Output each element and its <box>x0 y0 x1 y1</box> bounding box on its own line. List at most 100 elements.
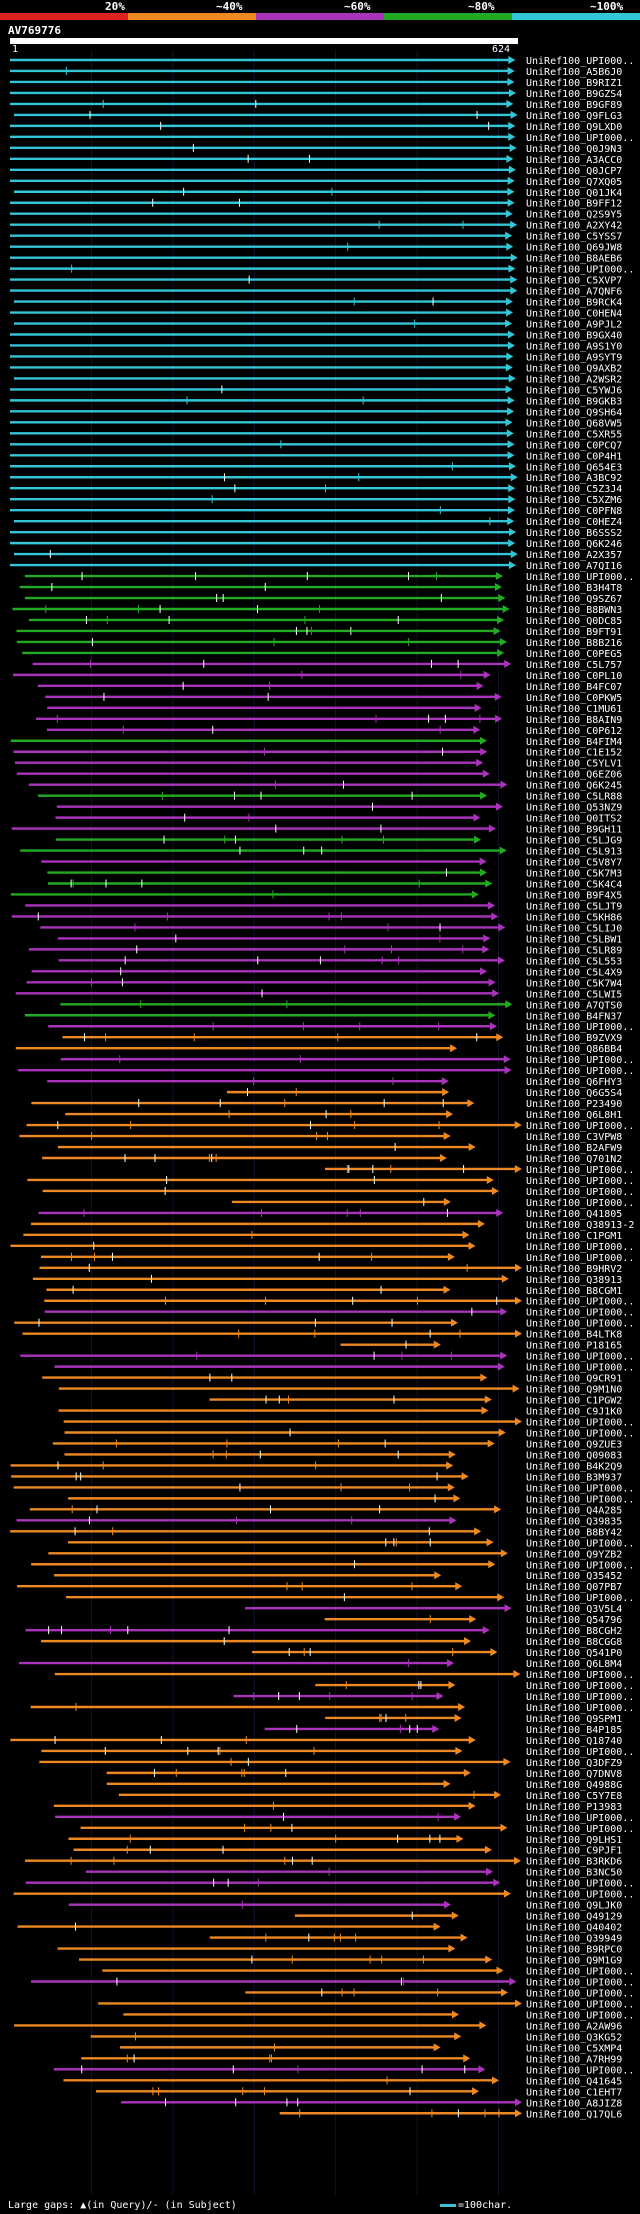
hit-label[interactable]: UniRef100_UPI000.. <box>526 1670 634 1681</box>
hit-label[interactable]: UniRef100_B4P185 <box>526 1725 622 1736</box>
hit-label[interactable]: UniRef100_UPI000.. <box>526 1593 634 1604</box>
hit-label[interactable]: UniRef100_C5LIJ0 <box>526 923 622 934</box>
hit-row[interactable]: UniRef100_C1EHT7 <box>95 2087 622 2098</box>
hit-label[interactable]: UniRef100_B8AEB6 <box>526 254 622 265</box>
hit-row[interactable]: UniRef100_UPI000.. <box>54 1362 635 1374</box>
hit-row[interactable]: UniRef100_Q0JCP7 <box>10 165 622 177</box>
hit-row[interactable]: UniRef100_A2X357 <box>14 550 622 561</box>
hit-label[interactable]: UniRef100_C0HEZ4 <box>526 517 622 528</box>
hit-label[interactable]: UniRef100_UPI000.. <box>526 1692 634 1703</box>
hit-label[interactable]: UniRef100_C5L4X9 <box>526 967 622 978</box>
hit-label[interactable]: UniRef100_B9GZS4 <box>526 89 622 100</box>
hit-row[interactable]: UniRef100_A8JIZ8 <box>121 2098 622 2109</box>
hit-row[interactable]: UniRef100_UPI000.. <box>10 132 634 144</box>
hit-row[interactable]: UniRef100_UPI000.. <box>44 1307 635 1319</box>
hit-row[interactable]: UniRef100_B9HRV2 <box>39 1263 623 1275</box>
hit-row[interactable]: UniRef100_UPI000.. <box>41 1252 634 1264</box>
hit-row[interactable]: UniRef100_UPI000.. <box>31 1560 634 1571</box>
hit-label[interactable]: UniRef100_UPI000.. <box>526 1747 634 1758</box>
hit-label[interactable]: UniRef100_A9PJL2 <box>526 320 622 331</box>
hit-label[interactable]: UniRef100_Q9AXB2 <box>526 363 622 374</box>
hit-label[interactable]: UniRef100_UPI000.. <box>526 2065 634 2076</box>
hit-row[interactable]: UniRef100_B8BWN3 <box>12 605 623 616</box>
hit-row[interactable]: UniRef100_C5LWI5 <box>15 989 623 1000</box>
hit-row[interactable]: UniRef100_Q541P0 <box>252 1648 622 1659</box>
hit-row[interactable]: UniRef100_UPI000.. <box>54 1670 635 1681</box>
hit-label[interactable]: UniRef100_B2AFW9 <box>526 1143 622 1154</box>
hit-row[interactable]: UniRef100_A3BC92 <box>10 473 622 484</box>
hit-label[interactable]: UniRef100_Q0J9N3 <box>526 144 622 155</box>
hit-label[interactable]: UniRef100_Q3DFZ9 <box>526 1758 622 1769</box>
hit-label[interactable]: UniRef100_Q01JK4 <box>526 188 622 199</box>
hit-row[interactable]: UniRef100_UPI000.. <box>24 572 635 583</box>
hit-label[interactable]: UniRef100_A9SYT9 <box>526 352 622 363</box>
hit-row[interactable]: UniRef100_C5L553 <box>58 956 623 967</box>
hit-row[interactable]: UniRef100_B3H4T8 <box>19 583 623 594</box>
hit-row[interactable]: UniRef100_A9SYT9 <box>10 352 622 363</box>
hit-label[interactable]: UniRef100_UPI000.. <box>526 1121 634 1132</box>
hit-label[interactable]: UniRef100_C0HEN4 <box>526 309 622 320</box>
hit-label[interactable]: UniRef100_A7QI16 <box>526 561 622 572</box>
hit-row[interactable]: UniRef100_Q49129 <box>294 1911 622 1923</box>
hit-row[interactable]: UniRef100_UPI000.. <box>30 1703 635 1714</box>
hit-label[interactable]: UniRef100_UPI000.. <box>526 572 634 583</box>
hit-label[interactable]: UniRef100_Q9LJK0 <box>526 1901 622 1912</box>
hit-row[interactable]: UniRef100_C5YWJ6 <box>10 385 622 396</box>
hit-row[interactable]: UniRef100_C5YSS7 <box>10 231 622 243</box>
hit-row[interactable]: UniRef100_C1PGW2 <box>209 1395 622 1407</box>
hit-label[interactable]: UniRef100_B3M937 <box>526 1472 622 1483</box>
hit-row[interactable]: UniRef100_P13983 <box>53 1801 622 1813</box>
hit-label[interactable]: UniRef100_Q38913-2 <box>526 1220 634 1231</box>
hit-label[interactable]: UniRef100_Q4988G <box>526 1780 622 1791</box>
hit-label[interactable]: UniRef100_Q68VW5 <box>526 418 622 429</box>
hit-label[interactable]: UniRef100_C1PGW2 <box>526 1396 622 1407</box>
hit-row[interactable]: UniRef100_B4FIM4 <box>10 736 623 748</box>
hit-label[interactable]: UniRef100_B3NC50 <box>526 1868 622 1879</box>
hit-row[interactable]: UniRef100_C1MU61 <box>47 703 622 715</box>
hit-label[interactable]: UniRef100_B8B216 <box>526 638 622 649</box>
hit-row[interactable]: UniRef100_B9GKB3 <box>10 396 622 407</box>
hit-row[interactable]: UniRef100_Q4988G <box>106 1779 623 1791</box>
hit-label[interactable]: UniRef100_C5V8Y7 <box>526 858 622 869</box>
hit-label[interactable]: UniRef100_Q6EZ06 <box>526 770 622 781</box>
hit-label[interactable]: UniRef100_C5LR88 <box>526 792 622 803</box>
hit-label[interactable]: UniRef100_C5XR55 <box>526 429 622 440</box>
hit-label[interactable]: UniRef100_B4K2Q9 <box>526 1461 622 1472</box>
hit-row[interactable]: UniRef100_Q9SPM1 <box>325 1713 622 1725</box>
hit-row[interactable]: UniRef100_C9PJF1 <box>73 1845 623 1857</box>
hit-row[interactable]: UniRef100_UPI000.. <box>31 1977 634 1989</box>
hit-row[interactable]: UniRef100_A2AW96 <box>14 2021 622 2032</box>
hit-label[interactable]: UniRef100_C5YWJ6 <box>526 385 622 396</box>
hit-label[interactable]: UniRef100_Q38913 <box>526 1275 622 1286</box>
hit-row[interactable]: UniRef100_B8CGH2 <box>25 1626 623 1637</box>
hit-row[interactable]: UniRef100_P23490 <box>31 1099 622 1110</box>
hit-row[interactable]: UniRef100_B3RKD6 <box>24 1856 622 1868</box>
hit-label[interactable]: UniRef100_B3RKD6 <box>526 1857 622 1868</box>
hit-row[interactable]: UniRef100_B8AEB6 <box>10 253 622 265</box>
hit-label[interactable]: UniRef100_C5LBW1 <box>526 934 622 945</box>
hit-row[interactable]: UniRef100_B4K2Q9 <box>10 1461 623 1472</box>
hit-label[interactable]: UniRef100_UPI000.. <box>526 1879 634 1890</box>
hit-row[interactable]: UniRef100_Q9ZUE3 <box>52 1439 623 1450</box>
hit-label[interactable]: UniRef100_B9RPC0 <box>526 1945 622 1956</box>
hit-label[interactable]: UniRef100_UPI000.. <box>526 1824 634 1835</box>
hit-row[interactable]: UniRef100_UPI000.. <box>60 1055 635 1066</box>
hit-label[interactable]: UniRef100_A3BC92 <box>526 473 622 484</box>
hit-label[interactable]: UniRef100_C5LJG9 <box>526 836 622 847</box>
hit-row[interactable]: UniRef100_Q40402 <box>17 1922 623 1934</box>
hit-row[interactable]: UniRef100_UPI000.. <box>64 1428 635 1440</box>
hit-label[interactable]: UniRef100_UPI000.. <box>526 1538 634 1549</box>
hit-row[interactable]: UniRef100_UPI000.. <box>26 1121 635 1132</box>
hit-row[interactable]: UniRef100_UPI000.. <box>10 1241 634 1253</box>
hit-label[interactable]: UniRef100_C0P4H1 <box>526 451 622 462</box>
hit-row[interactable]: UniRef100_B3M937 <box>11 1472 622 1483</box>
hit-label[interactable]: UniRef100_A3ACC0 <box>526 155 622 166</box>
hit-label[interactable]: UniRef100_Q6K246 <box>526 539 622 550</box>
hit-row[interactable]: UniRef100_C5L4X9 <box>31 967 623 978</box>
hit-label[interactable]: UniRef100_UPI000.. <box>526 1999 634 2010</box>
hit-label[interactable]: UniRef100_B9GF89 <box>526 100 622 111</box>
hit-label[interactable]: UniRef100_C5YLV1 <box>526 759 622 770</box>
hit-row[interactable]: UniRef100_C0P612 <box>46 725 622 737</box>
hit-label[interactable]: UniRef100_A8JIZ8 <box>526 2098 622 2109</box>
hit-row[interactable]: UniRef100_UPI000.. <box>123 2010 634 2021</box>
